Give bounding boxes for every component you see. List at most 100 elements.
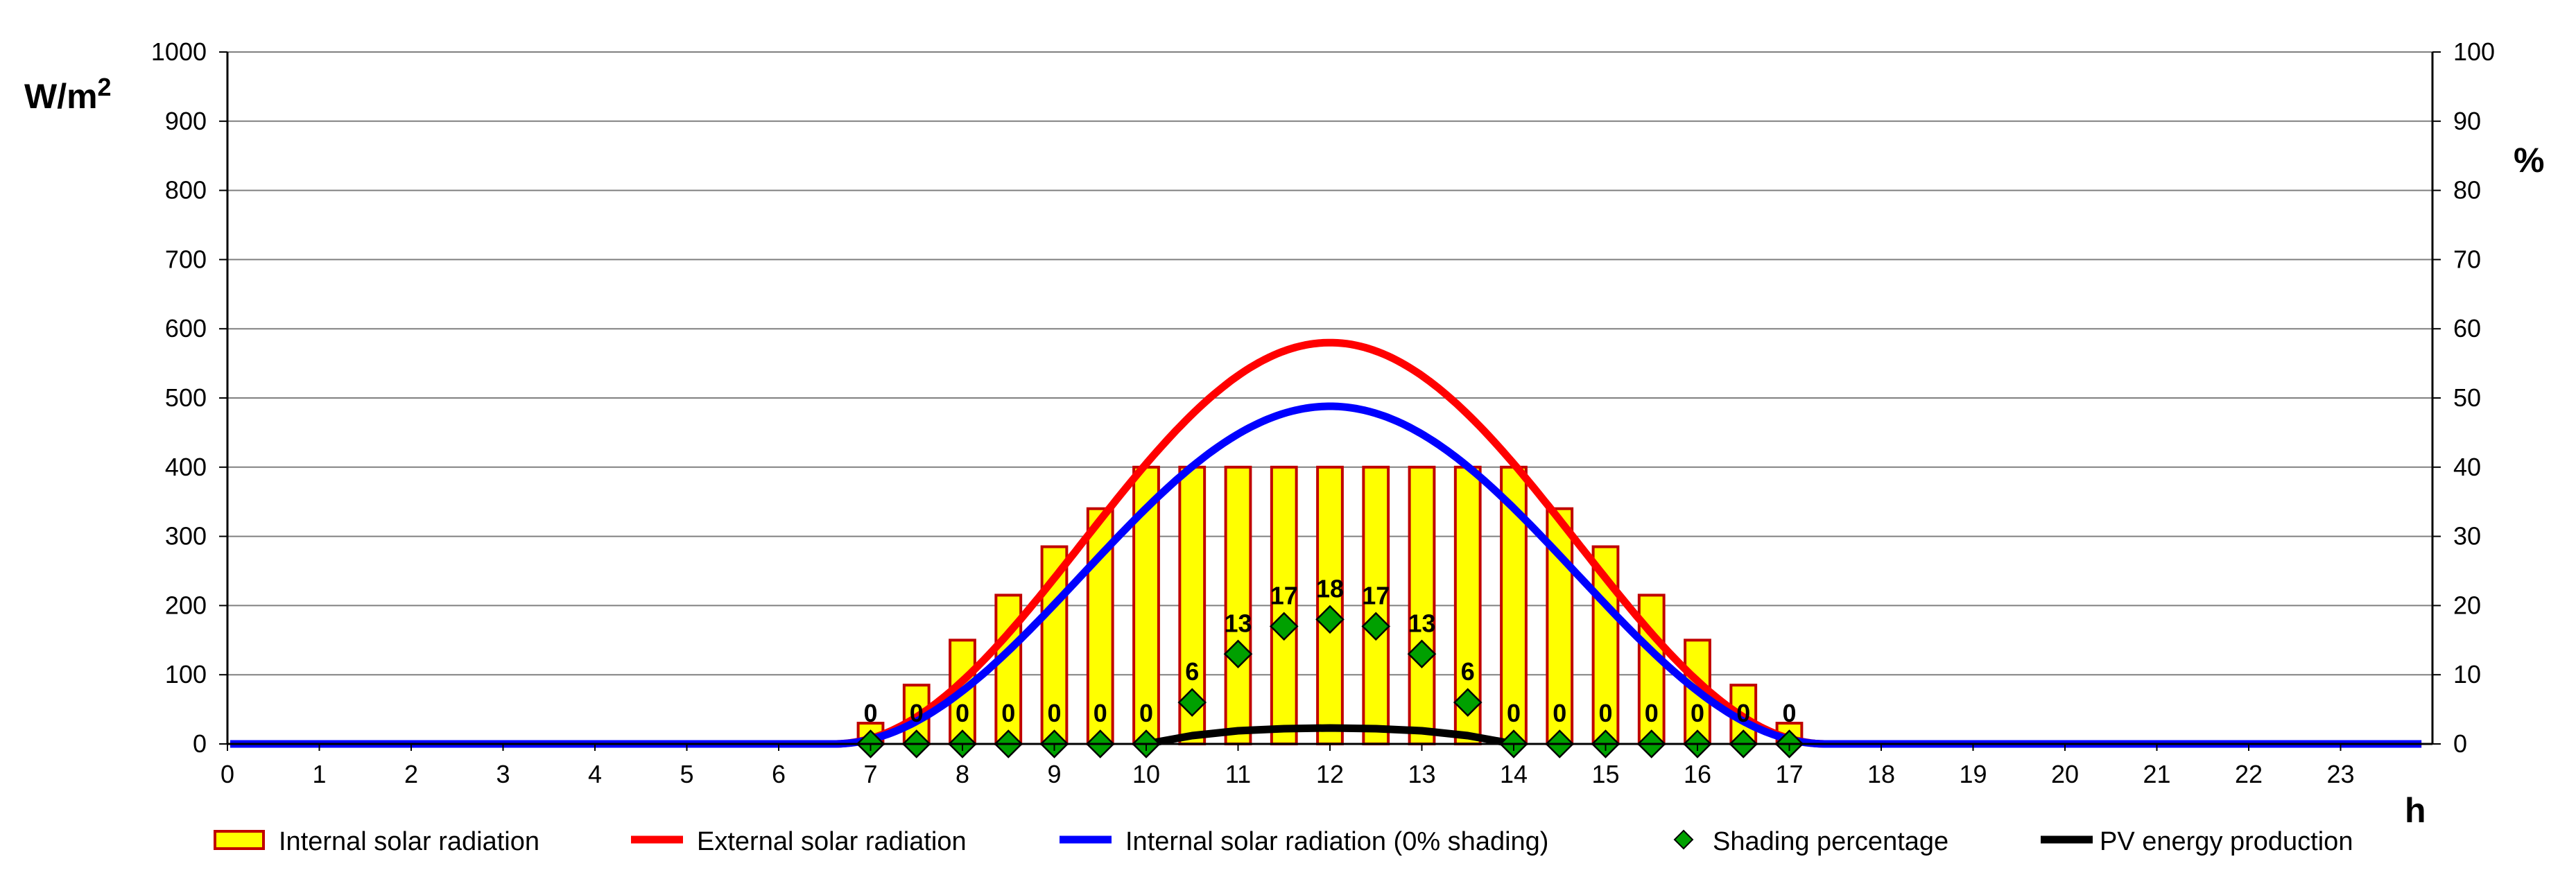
x-tick-label: 10 [1132, 760, 1160, 788]
shading-data-label: 0 [1093, 699, 1107, 727]
legend-label: Shading percentage [1713, 827, 1948, 856]
tick-labels: 0100200300400500600700800900100001020304… [151, 37, 2495, 788]
y2-axis-title: % [2514, 141, 2544, 180]
y-tick-label: 900 [165, 107, 207, 135]
shading-data-label: 0 [910, 699, 924, 727]
shading-data-label: 0 [1782, 699, 1796, 727]
y-axis-title-superscript: 2 [98, 73, 112, 101]
x-tick-label: 8 [956, 760, 969, 788]
shading-markers [856, 605, 1804, 758]
x-tick-label: 21 [2143, 760, 2170, 788]
x-tick-label: 5 [680, 760, 693, 788]
shading-data-label: 0 [1047, 699, 1061, 727]
legend-label: External solar radiation [697, 827, 967, 856]
legend-label: Internal solar radiation [279, 827, 539, 856]
y2-tick-label: 40 [2453, 453, 2481, 481]
shading-data-label: 0 [1507, 699, 1521, 727]
shading-data-label: 0 [1736, 699, 1750, 727]
shading-marker [1269, 612, 1299, 641]
shading-data-label: 0 [1139, 699, 1153, 727]
x-tick-label: 3 [496, 760, 510, 788]
legend-item-shading-percentage: Shading percentage [1673, 827, 1948, 856]
x-tick-label: 19 [1959, 760, 1987, 788]
shading-data-label: 18 [1316, 574, 1344, 602]
legend: Internal solar radiation External solar … [214, 827, 2353, 856]
gridlines [227, 51, 2432, 676]
y-tick-label: 1000 [151, 37, 207, 66]
legend-item-internal-solar-radiation-0-shading: Internal solar radiation (0% shading) [1060, 827, 1548, 856]
legend-label: Internal solar radiation (0% shading) [1125, 827, 1548, 856]
shading-data-label: 0 [1598, 699, 1612, 727]
y-tick-label: 600 [165, 314, 207, 343]
legend-label: PV energy production [2100, 827, 2353, 856]
x-tick-label: 14 [1500, 760, 1528, 788]
y2-tick-label: 30 [2453, 522, 2481, 550]
shading-data-label: 0 [956, 699, 969, 727]
x-tick-label: 1 [312, 760, 326, 788]
x-tick-label: 9 [1047, 760, 1061, 788]
y-tick-label: 300 [165, 522, 207, 550]
x-tick-label: 13 [1408, 760, 1435, 788]
bar [1362, 465, 1390, 745]
shading-data-label: 6 [1461, 657, 1475, 686]
y2-tick-label: 60 [2453, 314, 2481, 343]
shading-data-label: 17 [1270, 581, 1298, 609]
y2-tick-label: 90 [2453, 107, 2481, 135]
x-tick-label: 4 [588, 760, 602, 788]
x-tick-label: 12 [1316, 760, 1344, 788]
y-tick-label: 0 [193, 729, 207, 758]
x-tick-label: 7 [863, 760, 877, 788]
shading-marker [1453, 688, 1483, 717]
y2-tick-label: 50 [2453, 383, 2481, 412]
shading-marker [1315, 605, 1345, 634]
y-tick-label: 200 [165, 591, 207, 619]
x-tick-label: 17 [1775, 760, 1803, 788]
y2-tick-label: 10 [2453, 660, 2481, 688]
y-tick-label: 700 [165, 245, 207, 273]
y2-tick-label: 0 [2453, 729, 2467, 758]
y2-tick-label: 80 [2453, 176, 2481, 205]
shading-marker [1361, 612, 1391, 641]
shading-marker [1407, 639, 1437, 669]
shading-data-labels: 0 0 0 0 0 0 0 6 13 17 18 17 13 6 0 0 0 0 0 0 0 [863, 574, 1796, 727]
x-tick-label: 18 [1867, 760, 1895, 788]
bar [1270, 465, 1298, 745]
x-tick-label: 0 [221, 760, 234, 788]
legend-item-pv-energy-production: PV energy production [2041, 827, 2353, 856]
shading-data-label: 0 [1645, 699, 1659, 727]
y2-tick-label: 70 [2453, 245, 2481, 273]
y-tick-label: 800 [165, 176, 207, 205]
shading-data-label: 13 [1224, 609, 1252, 637]
y-tick-label: 500 [165, 383, 207, 412]
legend-swatch-marker [1673, 829, 1694, 850]
x-tick-label: 11 [1225, 760, 1251, 788]
x-axis-title: h [2405, 791, 2426, 830]
legend-item-internal-solar-radiation: Internal solar radiation [214, 827, 539, 856]
x-tick-label: 22 [2235, 760, 2263, 788]
y2-tick-label: 20 [2453, 591, 2481, 619]
x-tick-label: 6 [772, 760, 786, 788]
shading-data-label: 0 [1553, 699, 1566, 727]
y-tick-label: 400 [165, 453, 207, 481]
bar [1408, 465, 1436, 745]
shading-marker [1177, 688, 1207, 717]
shading-data-label: 0 [1691, 699, 1704, 727]
x-tick-label: 23 [2326, 760, 2354, 788]
axes [219, 51, 2441, 751]
shading-data-label: 13 [1408, 609, 1435, 637]
shading-data-label: 0 [1001, 699, 1015, 727]
y-tick-label: 100 [165, 660, 207, 688]
shading-data-label: 17 [1362, 581, 1390, 609]
y-axis-title: W/m2 [24, 73, 112, 116]
legend-item-external-solar-radiation: External solar radiation [631, 827, 967, 856]
shading-data-label: 6 [1185, 657, 1199, 686]
shading-data-label: 0 [863, 699, 877, 727]
line-pv-energy-production [1142, 724, 1518, 748]
y2-tick-label: 100 [2453, 37, 2495, 66]
x-tick-label: 16 [1684, 760, 1711, 788]
x-tick-label: 2 [404, 760, 418, 788]
x-tick-label: 20 [2051, 760, 2079, 788]
bar [1224, 465, 1252, 745]
legend-swatch-bar [214, 830, 265, 850]
